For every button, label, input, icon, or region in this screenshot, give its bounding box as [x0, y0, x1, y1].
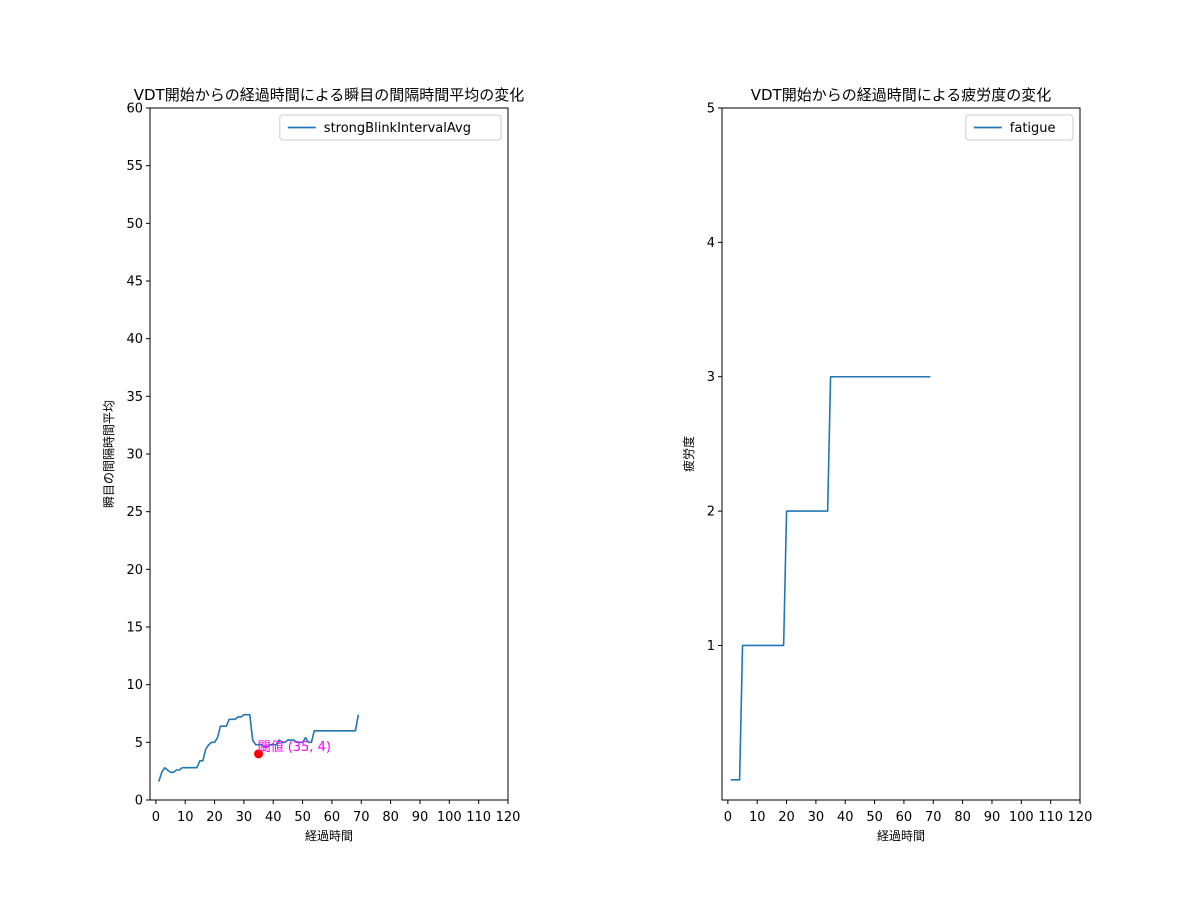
y-tick-label: 1: [707, 639, 715, 654]
x-tick-label: 90: [984, 810, 1001, 825]
x-tick-label: 30: [808, 810, 825, 825]
y-axis-label: 疲労度: [681, 436, 696, 472]
y-tick-label: 50: [126, 217, 143, 232]
plot-area: 閾値 (35, 4) 0 10 20 30 40 50 60 70 80 90 100 110 120 0 5…: [126, 102, 520, 826]
y-tick-label: 3: [707, 370, 715, 385]
chart-fatigue: VDT開始からの経過時間による疲労度の変化 0 10 20 30 40 50 60 70 80 9…: [681, 86, 1092, 843]
x-axis-label: 経過時間: [305, 829, 353, 843]
legend-box: [965, 114, 1074, 141]
x-tick-label: 0: [724, 810, 732, 825]
annotation-label: 閾値 (35, 4): [258, 739, 331, 755]
x-tick-label: 100: [437, 810, 462, 825]
y-tick-label: 10: [126, 678, 143, 693]
x-tick-label: 70: [353, 810, 370, 825]
y-axis-label: 瞬目の間隔時間平均: [102, 400, 116, 508]
legend-label: strongBlinkIntervalAvg: [324, 121, 471, 136]
x-tick-label: 60: [896, 810, 913, 825]
x-tick-label: 40: [265, 810, 282, 825]
x-tick-label: 90: [412, 810, 429, 825]
y-tick-label: 5: [135, 736, 143, 751]
y-tick-label: 25: [126, 505, 143, 520]
x-tick-label: 110: [466, 810, 491, 825]
series-line-0: [158, 713, 360, 782]
x-tick-label: 120: [496, 810, 521, 825]
y-tick-label: 20: [126, 563, 143, 578]
y-tick-label: 15: [126, 621, 143, 636]
x-tick-label: 10: [749, 810, 766, 825]
y-tick-label: 60: [126, 102, 143, 117]
x-tick-label: 60: [324, 810, 341, 825]
annotation-marker: [254, 749, 264, 759]
chart-blink-interval: VDT開始からの経過時間による瞬目の間隔時間平均の変化 閾値 (35, 4) 0 1…: [102, 86, 524, 843]
x-tick-label: 40: [837, 810, 854, 825]
x-tick-label: 20: [778, 810, 795, 825]
x-tick-label: 120: [1068, 810, 1093, 825]
axes-frame: [721, 107, 1081, 801]
y-tick-label: 5: [707, 102, 715, 117]
x-tick-label: 100: [1009, 810, 1034, 825]
y-tick-label: 4: [707, 236, 715, 251]
x-axis-label: 経過時間: [877, 829, 925, 843]
legend-label: fatigue: [1010, 121, 1056, 136]
x-tick-label: 50: [866, 810, 883, 825]
legend-box: [279, 114, 502, 141]
x-tick-label: 0: [152, 810, 160, 825]
x-tick-label: 20: [206, 810, 223, 825]
x-tick-label: 80: [382, 810, 399, 825]
y-tick-label: 40: [126, 332, 143, 347]
plot-area: 0 10 20 30 40 50 60 70 80 90 100 110 120 1 2 3 4 5 fatigue: [707, 102, 1093, 826]
y-tick-label: 2: [707, 505, 715, 520]
x-tick-label: 50: [294, 810, 311, 825]
y-tick-label: 0: [135, 794, 143, 809]
x-tick-label: 30: [236, 810, 253, 825]
y-tick-label: 35: [126, 390, 143, 405]
series-line-0: [730, 375, 931, 781]
y-tick-label: 30: [126, 448, 143, 463]
chart-title: VDT開始からの経過時間による疲労度の変化: [751, 86, 1052, 104]
y-tick-label: 45: [126, 275, 143, 290]
x-tick-label: 10: [177, 810, 194, 825]
x-tick-label: 110: [1038, 810, 1063, 825]
y-tick-label: 55: [126, 159, 143, 174]
axes-frame: [149, 107, 509, 801]
x-tick-label: 80: [954, 810, 971, 825]
chart-title: VDT開始からの経過時間による瞬目の間隔時間平均の変化: [134, 86, 525, 104]
x-tick-label: 70: [925, 810, 942, 825]
